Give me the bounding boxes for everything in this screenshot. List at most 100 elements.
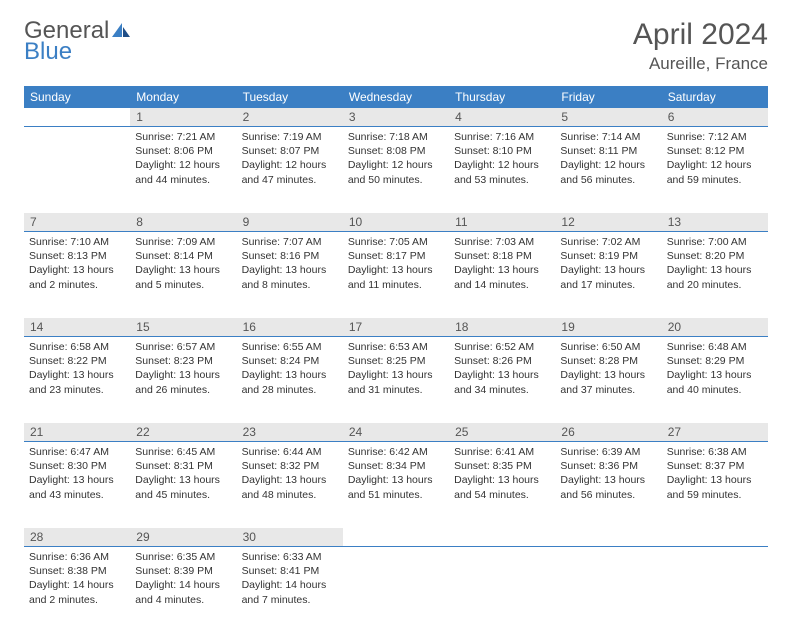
day-number: 15 (130, 318, 236, 337)
day-number: 13 (662, 213, 768, 232)
sunset-line: Sunset: 8:08 PM (348, 144, 444, 158)
sunrise-line: Sunrise: 6:36 AM (29, 550, 125, 564)
sunrise-line: Sunrise: 6:33 AM (242, 550, 338, 564)
daylight-line: Daylight: 13 hours and 23 minutes. (29, 368, 125, 396)
location: Aureille, France (633, 54, 768, 74)
daycontent-row: Sunrise: 7:21 AMSunset: 8:06 PMDaylight:… (24, 127, 768, 213)
sunset-line: Sunset: 8:30 PM (29, 459, 125, 473)
day-cell: Sunrise: 6:42 AMSunset: 8:34 PMDaylight:… (343, 442, 449, 508)
day-cell: Sunrise: 7:00 AMSunset: 8:20 PMDaylight:… (662, 232, 768, 298)
sunrise-line: Sunrise: 6:53 AM (348, 340, 444, 354)
sunrise-line: Sunrise: 6:42 AM (348, 445, 444, 459)
weekday-header: Sunday (24, 86, 130, 108)
sunset-line: Sunset: 8:23 PM (135, 354, 231, 368)
day-cell: Sunrise: 6:41 AMSunset: 8:35 PMDaylight:… (449, 442, 555, 508)
daylight-line: Daylight: 13 hours and 45 minutes. (135, 473, 231, 501)
day-cell: Sunrise: 6:47 AMSunset: 8:30 PMDaylight:… (24, 442, 130, 508)
header: GeneralBlue April 2024 Aureille, France (24, 18, 768, 74)
day-number: 20 (662, 318, 768, 337)
sunset-line: Sunset: 8:32 PM (242, 459, 338, 473)
daylight-line: Daylight: 13 hours and 51 minutes. (348, 473, 444, 501)
day-cell: Sunrise: 7:09 AMSunset: 8:14 PMDaylight:… (130, 232, 236, 298)
day-cell: Sunrise: 6:38 AMSunset: 8:37 PMDaylight:… (662, 442, 768, 508)
sunrise-line: Sunrise: 6:57 AM (135, 340, 231, 354)
weekday-header: Wednesday (343, 86, 449, 108)
sunrise-line: Sunrise: 7:05 AM (348, 235, 444, 249)
sunset-line: Sunset: 8:18 PM (454, 249, 550, 263)
sunrise-line: Sunrise: 6:50 AM (560, 340, 656, 354)
month-title: April 2024 (633, 18, 768, 52)
day-number: 8 (130, 213, 236, 232)
day-cell: Sunrise: 7:12 AMSunset: 8:12 PMDaylight:… (662, 127, 768, 193)
day-number: 24 (343, 423, 449, 442)
daylight-line: Daylight: 12 hours and 53 minutes. (454, 158, 550, 186)
day-cell: Sunrise: 6:53 AMSunset: 8:25 PMDaylight:… (343, 337, 449, 403)
sunrise-line: Sunrise: 7:09 AM (135, 235, 231, 249)
sunrise-line: Sunrise: 7:18 AM (348, 130, 444, 144)
daylight-line: Daylight: 12 hours and 56 minutes. (560, 158, 656, 186)
day-number-empty (449, 528, 555, 547)
day-number: 2 (237, 108, 343, 127)
daylight-line: Daylight: 13 hours and 28 minutes. (242, 368, 338, 396)
day-number: 17 (343, 318, 449, 337)
daylight-line: Daylight: 12 hours and 47 minutes. (242, 158, 338, 186)
weekday-header: Thursday (449, 86, 555, 108)
sunset-line: Sunset: 8:34 PM (348, 459, 444, 473)
sunset-line: Sunset: 8:17 PM (348, 249, 444, 263)
sunrise-line: Sunrise: 7:19 AM (242, 130, 338, 144)
sunset-line: Sunset: 8:28 PM (560, 354, 656, 368)
daylight-line: Daylight: 13 hours and 34 minutes. (454, 368, 550, 396)
day-cell-empty (449, 547, 555, 556)
sunset-line: Sunset: 8:06 PM (135, 144, 231, 158)
day-number-empty (662, 528, 768, 547)
sunset-line: Sunset: 8:36 PM (560, 459, 656, 473)
day-number: 21 (24, 423, 130, 442)
day-cell: Sunrise: 7:02 AMSunset: 8:19 PMDaylight:… (555, 232, 661, 298)
logo-sail-icon (111, 18, 131, 43)
sunset-line: Sunset: 8:19 PM (560, 249, 656, 263)
day-number: 29 (130, 528, 236, 547)
daylight-line: Daylight: 13 hours and 11 minutes. (348, 263, 444, 291)
day-number: 23 (237, 423, 343, 442)
daynum-row: 21222324252627 (24, 423, 768, 442)
day-number: 4 (449, 108, 555, 127)
daylight-line: Daylight: 13 hours and 8 minutes. (242, 263, 338, 291)
day-number: 5 (555, 108, 661, 127)
day-cell: Sunrise: 7:14 AMSunset: 8:11 PMDaylight:… (555, 127, 661, 193)
daylight-line: Daylight: 12 hours and 44 minutes. (135, 158, 231, 186)
day-cell-empty (343, 547, 449, 556)
day-cell: Sunrise: 7:05 AMSunset: 8:17 PMDaylight:… (343, 232, 449, 298)
weekday-header-row: SundayMondayTuesdayWednesdayThursdayFrid… (24, 86, 768, 108)
day-cell: Sunrise: 6:33 AMSunset: 8:41 PMDaylight:… (237, 547, 343, 613)
sunrise-line: Sunrise: 7:07 AM (242, 235, 338, 249)
sunset-line: Sunset: 8:37 PM (667, 459, 763, 473)
day-cell: Sunrise: 7:03 AMSunset: 8:18 PMDaylight:… (449, 232, 555, 298)
daycontent-row: Sunrise: 6:36 AMSunset: 8:38 PMDaylight:… (24, 547, 768, 633)
day-number: 27 (662, 423, 768, 442)
day-cell-empty (24, 127, 130, 136)
sunrise-line: Sunrise: 6:41 AM (454, 445, 550, 459)
day-number: 25 (449, 423, 555, 442)
sunrise-line: Sunrise: 6:58 AM (29, 340, 125, 354)
day-number-empty (343, 528, 449, 547)
day-cell: Sunrise: 6:45 AMSunset: 8:31 PMDaylight:… (130, 442, 236, 508)
day-number: 19 (555, 318, 661, 337)
daylight-line: Daylight: 12 hours and 50 minutes. (348, 158, 444, 186)
sunset-line: Sunset: 8:20 PM (667, 249, 763, 263)
day-number: 9 (237, 213, 343, 232)
weekday-header: Tuesday (237, 86, 343, 108)
day-number: 10 (343, 213, 449, 232)
sunset-line: Sunset: 8:39 PM (135, 564, 231, 578)
weekday-header: Friday (555, 86, 661, 108)
day-cell-empty (662, 547, 768, 556)
daynum-row: 14151617181920 (24, 318, 768, 337)
sunset-line: Sunset: 8:24 PM (242, 354, 338, 368)
sunset-line: Sunset: 8:38 PM (29, 564, 125, 578)
sunset-line: Sunset: 8:13 PM (29, 249, 125, 263)
weekday-header: Monday (130, 86, 236, 108)
sunset-line: Sunset: 8:07 PM (242, 144, 338, 158)
sunset-line: Sunset: 8:35 PM (454, 459, 550, 473)
daylight-line: Daylight: 13 hours and 56 minutes. (560, 473, 656, 501)
day-number-empty (555, 528, 661, 547)
calendar-body: 123456Sunrise: 7:21 AMSunset: 8:06 PMDay… (24, 108, 768, 633)
